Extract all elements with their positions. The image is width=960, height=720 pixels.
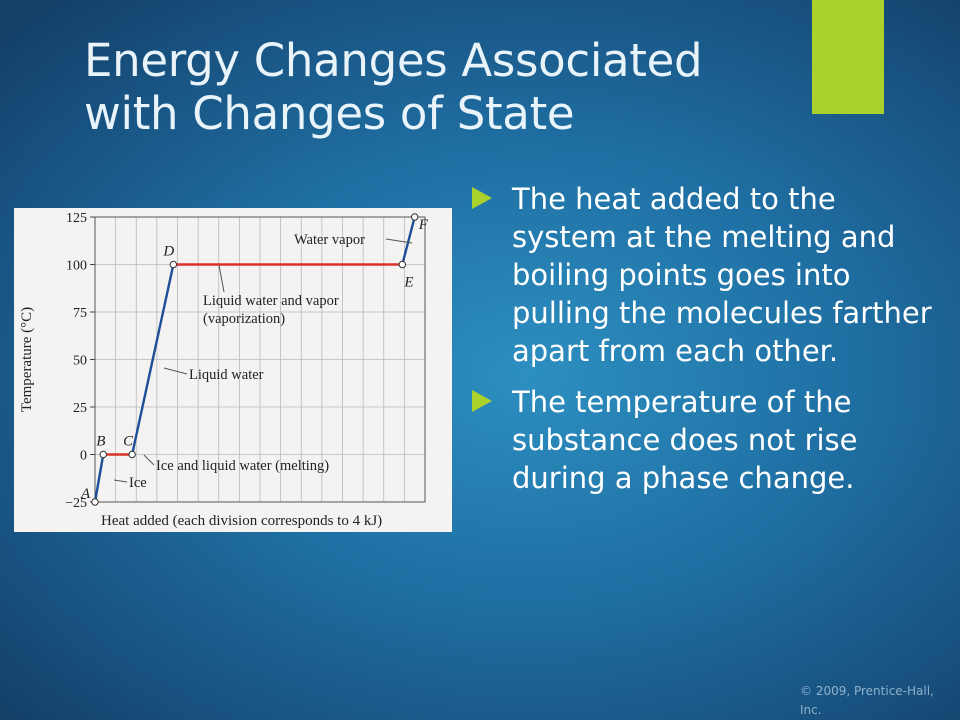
point-label-b: B (96, 434, 105, 450)
annotation-label: Liquid water and vapor (203, 293, 339, 309)
point-label-d: D (162, 244, 174, 260)
annotation-leader-line (163, 367, 188, 375)
title-line-1: Energy Changes Associated (84, 34, 703, 87)
y-tick-label: 25 (73, 401, 87, 416)
slide-title: Energy Changes Associated with Changes o… (84, 34, 804, 140)
plot-frame (94, 216, 426, 503)
point-label-a: A (80, 486, 91, 502)
annotation-leader-line (113, 479, 128, 483)
bullet-item: The heat added to the system at the melt… (472, 180, 942, 370)
title-line-2: with Changes of State (84, 87, 575, 140)
point-label-f: F (418, 217, 429, 233)
chart-svg: 125 100 75 50 25 0 −25 Heat added (each divisio… (19, 211, 429, 529)
point-e (398, 260, 407, 269)
copyright-line-2: Inc. (800, 703, 822, 717)
point-d (169, 260, 178, 269)
x-axis-label: Heat added (each division corresponds to… (101, 513, 382, 529)
bullet-item: The temperature of the substance does no… (472, 383, 942, 497)
segment-cd (130, 263, 175, 456)
y-tick-label: 125 (66, 211, 87, 226)
point-label-e: E (403, 275, 413, 291)
annotation-leader-line (143, 454, 155, 466)
annotation-label: Liquid water (189, 367, 264, 383)
bullet-list: The heat added to the system at the melt… (472, 180, 942, 510)
segment-ef (401, 215, 416, 266)
bullet-text: The heat added to the system at the melt… (512, 182, 932, 368)
triangle-bullet-icon (472, 187, 492, 209)
y-tick-label: 75 (73, 306, 87, 321)
heating-curve-chart: 125 100 75 50 25 0 −25 Heat added (each divisio… (14, 208, 452, 532)
point-c (128, 450, 136, 459)
annotation-label: Water vapor (294, 232, 365, 248)
y-axis-label: Temperature (°C) (19, 307, 35, 412)
y-tick-label: −25 (65, 496, 87, 511)
segment-ab (93, 453, 105, 504)
point-label-c: C (123, 434, 134, 450)
annotation-leader-line (218, 264, 225, 293)
annotation-label: Ice (129, 475, 147, 491)
y-tick-label: 50 (73, 354, 87, 369)
copyright-notice: © 2009, Prentice-Hall, Inc. (800, 682, 950, 720)
triangle-bullet-icon (472, 390, 492, 412)
annotation-leader-line (385, 238, 413, 244)
copyright-line-1: © 2009, Prentice-Hall, (800, 684, 934, 698)
accent-bar (812, 0, 884, 114)
point-f (410, 213, 419, 221)
annotation-label: Ice and liquid water (melting) (156, 458, 329, 474)
y-tick-label: 100 (66, 259, 87, 274)
y-tick-label: 0 (80, 449, 87, 464)
bullet-text: The temperature of the substance does no… (512, 385, 858, 495)
point-b (99, 450, 107, 459)
point-a (91, 498, 99, 506)
annotation-label: (vaporization) (203, 311, 285, 327)
